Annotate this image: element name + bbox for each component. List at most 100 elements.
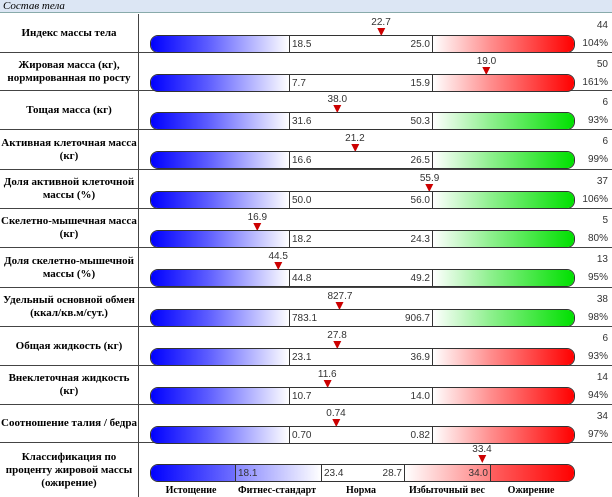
count-value: 13 (596, 254, 608, 265)
normal-zone: 0.70 0.82 (289, 427, 433, 443)
row-label: Внеклеточная жидкость (кг) (0, 366, 139, 404)
high-zone (433, 231, 574, 247)
value-marker: 44.5 (268, 252, 288, 270)
metric-row: Доля скелетно-мышечной массы (%) 44.5 13… (0, 248, 612, 288)
percent-value: 106% (582, 194, 608, 205)
category-label: Ожирение (507, 485, 555, 496)
normal-zone: 7.7 15.9 (289, 75, 433, 91)
count-value: 14 (596, 372, 608, 383)
row-label: Доля активной клеточной массы (%) (0, 170, 139, 208)
high-zone (433, 36, 574, 52)
count-value: 34 (596, 411, 608, 422)
count-value: 6 (602, 97, 608, 108)
metric-row: Скелетно-мышечная масса (кг) 16.9 5 80% … (0, 209, 612, 248)
percent-value: 93% (587, 351, 608, 362)
section-header: Состав тела (0, 0, 612, 13)
low-zone (151, 192, 289, 208)
value-marker: 21.2 (345, 134, 365, 152)
range-bar: 0.70 0.82 (150, 426, 575, 444)
marker-triangle-icon (333, 341, 342, 349)
marker-triangle-icon (333, 105, 342, 113)
row-label: Тощая масса (кг) (0, 91, 139, 129)
normal-zone: 16.6 26.5 (289, 152, 433, 168)
row-label: Жировая масса (кг), нормированная по рос… (0, 53, 139, 90)
high-zone (433, 192, 574, 208)
row-label: Соотношение талия / бедра (0, 405, 139, 442)
marker-triangle-icon (377, 28, 386, 36)
normal-zone: 18.2 24.3 (289, 231, 433, 247)
row-label: Удельный основной обмен (ккал/кв.м/сут.) (0, 288, 139, 326)
percent-value: 99% (587, 154, 608, 165)
range-bar: 16.6 26.5 (150, 151, 575, 169)
high-zone (433, 427, 574, 443)
normal-zone: 10.7 14.0 (289, 388, 433, 404)
low-zone (151, 388, 289, 404)
high-zone (433, 113, 574, 129)
normal-zone: 18.5 25.0 (289, 36, 433, 52)
value-marker: 33.4 (472, 445, 492, 463)
row-label: Классификация по проценту жировой массы … (0, 443, 139, 497)
range-bar: 783.1 906.7 (150, 309, 575, 327)
value-marker: 55.9 (420, 174, 439, 192)
low-zone (151, 270, 289, 286)
low-zone (151, 310, 289, 326)
value-marker: 27.8 (327, 331, 347, 349)
low-zone (151, 427, 289, 443)
range-bar: 23.1 36.9 (150, 348, 575, 366)
metric-row: Жировая масса (кг), нормированная по рос… (0, 53, 612, 92)
range-bar: 31.6 50.3 (150, 112, 575, 130)
value-marker: 827.7 (327, 292, 352, 310)
range-bar: 10.7 14.0 (150, 387, 575, 405)
low-zone (151, 152, 289, 168)
marker-triangle-icon (478, 455, 486, 463)
marker-triangle-icon (332, 419, 340, 427)
count-value: 38 (596, 294, 608, 305)
metric-row: Внеклеточная жидкость (кг) 11.6 14 94% 1… (0, 366, 612, 405)
metric-row: Соотношение талия / бедра 0.74 34 97% 0.… (0, 405, 612, 444)
normal-zone: 50.0 56.0 (289, 192, 433, 208)
percent-value: 98% (587, 312, 608, 323)
value-marker: 16.9 (248, 213, 267, 231)
percent-value: 161% (582, 77, 608, 88)
marker-triangle-icon (253, 223, 262, 231)
low-zone (151, 113, 289, 129)
high-zone (433, 152, 574, 168)
marker-triangle-icon (425, 184, 434, 192)
range-bar: 44.8 49.2 (150, 269, 575, 287)
row-label: Доля скелетно-мышечной массы (%) (0, 248, 139, 287)
normal-zone: 44.8 49.2 (289, 270, 433, 286)
count-value: 6 (602, 333, 608, 344)
range-bar: 50.0 56.0 (150, 191, 575, 209)
range-bar: 18.5 25.0 (150, 35, 575, 53)
classification-bar: 18.1 23.4 28.7 34.0 (150, 464, 575, 482)
count-value: 50 (596, 59, 608, 70)
count-value: 6 (602, 136, 608, 147)
count-value: 5 (602, 215, 608, 226)
row-label: Общая жидкость (кг) (0, 327, 139, 365)
marker-triangle-icon (323, 380, 332, 388)
metric-row: Удельный основной обмен (ккал/кв.м/сут.)… (0, 288, 612, 327)
percent-value: 97% (587, 429, 608, 440)
percent-value: 95% (587, 272, 608, 283)
percent-value: 93% (587, 115, 608, 126)
low-zone (151, 36, 289, 52)
percent-value: 94% (587, 390, 608, 401)
category-label: Фитнес-стандарт (238, 485, 316, 496)
normal-zone: 783.1 906.7 (289, 310, 433, 326)
category-label: Норма (346, 485, 376, 496)
value-marker: 38.0 (328, 95, 347, 113)
percent-value: 80% (587, 233, 608, 244)
classification-row: Классификация по проценту жировой массы … (0, 443, 612, 497)
category-label: Избыточный вес (409, 485, 485, 496)
count-value: 37 (596, 176, 608, 187)
metric-row: Общая жидкость (кг) 27.8 6 93% 23.1 36.9 (0, 327, 612, 366)
marker-triangle-icon (274, 262, 283, 270)
marker-triangle-icon (482, 67, 491, 75)
high-zone (433, 388, 574, 404)
metric-row: Индекс массы тела 22.7 44 104% 18.5 25.0 (0, 14, 612, 53)
marker-triangle-icon (350, 144, 359, 152)
count-value: 44 (596, 20, 608, 31)
high-zone (433, 349, 574, 365)
value-marker: 19.0 (477, 57, 496, 75)
category-label: Истощение (165, 485, 217, 496)
